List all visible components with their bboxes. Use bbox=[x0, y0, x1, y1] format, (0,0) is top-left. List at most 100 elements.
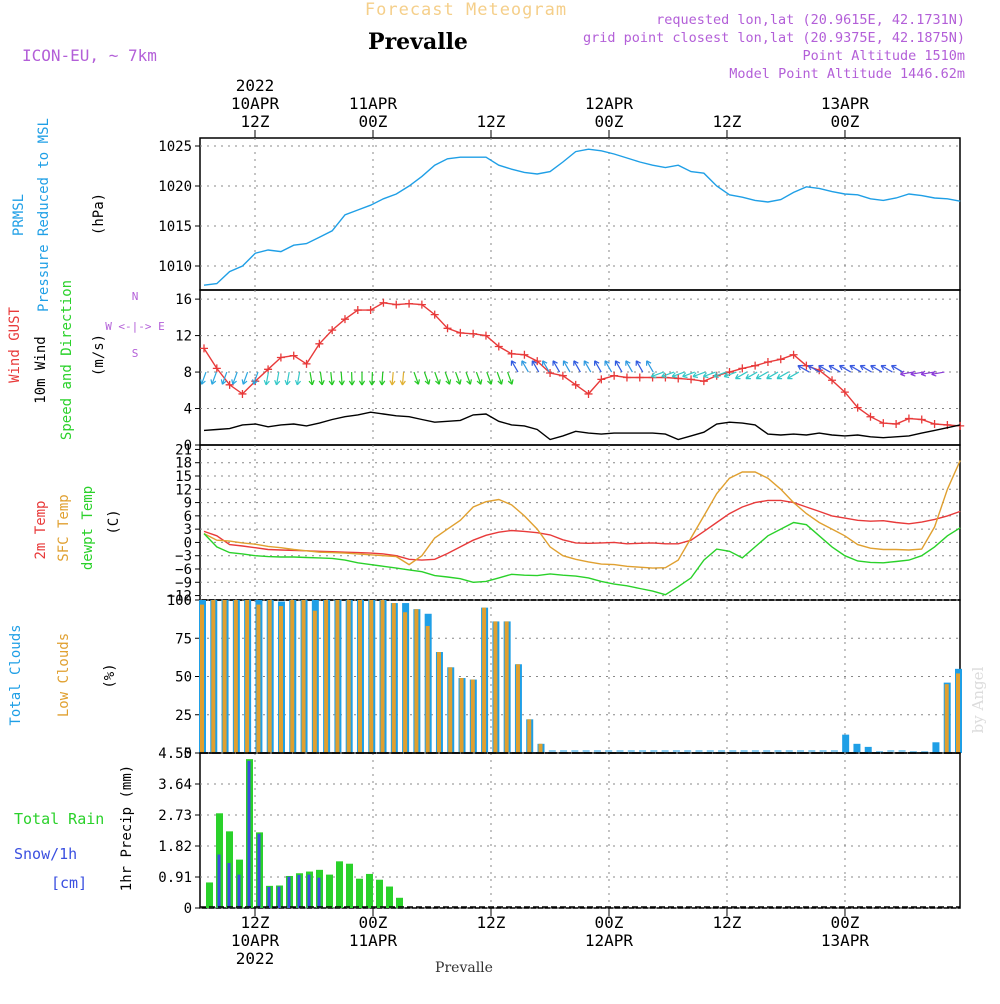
gridpoint-coords: grid point closest lon,lat (20.9375E, 42… bbox=[583, 30, 965, 46]
y-tick-label: 0.91 bbox=[158, 870, 192, 886]
compass-north-label: N bbox=[132, 290, 139, 303]
low-cloud-bar bbox=[403, 612, 407, 753]
total-cloud-bar bbox=[842, 735, 849, 753]
gust-marker bbox=[777, 355, 785, 363]
low-cloud-bar bbox=[302, 600, 306, 753]
snow-bar bbox=[318, 878, 321, 908]
rain-bar bbox=[206, 882, 213, 908]
top-time-label: 00Z bbox=[359, 112, 388, 131]
y-tick-label: 4.55 bbox=[158, 746, 192, 762]
bottom-time-label: 00Z bbox=[359, 913, 388, 932]
low-cloud-bar bbox=[527, 719, 531, 753]
compass-axis-label: W <-|-> E bbox=[105, 320, 165, 333]
low-cloud-bar bbox=[324, 600, 328, 753]
low-cloud-bar bbox=[956, 673, 960, 753]
top-time-label: 11APR bbox=[349, 94, 398, 113]
snow-bar bbox=[248, 761, 251, 908]
precip-frame bbox=[200, 753, 960, 908]
legend-snow-unit: [cm] bbox=[51, 874, 87, 892]
total-cloud-bar bbox=[865, 747, 872, 753]
low-cloud-bar bbox=[313, 611, 317, 753]
gust-marker bbox=[405, 300, 413, 308]
y-tick-label: 100 bbox=[167, 593, 192, 609]
low-cloud-bar bbox=[290, 600, 294, 753]
model-altitude: Model Point Altitude 1446.62m bbox=[729, 66, 965, 82]
snow-bar bbox=[308, 875, 311, 908]
panel-label-pressure: Pressure Reduced to MSL bbox=[36, 118, 52, 312]
low-cloud-bar bbox=[945, 684, 949, 753]
wind-frame bbox=[200, 290, 960, 445]
y-tick-label: 16 bbox=[175, 292, 192, 308]
legend-total-rain: Total Rain bbox=[14, 810, 104, 828]
low-cloud-bar bbox=[335, 600, 339, 753]
rain-bar bbox=[356, 879, 363, 908]
point-altitude: Point Altitude 1510m bbox=[802, 48, 965, 64]
footer-location: Prevalle bbox=[435, 960, 493, 976]
total-cloud-bar bbox=[932, 742, 939, 753]
panel-label-wind: 10m Wind bbox=[33, 336, 49, 403]
model-label: ICON-EU, ~ 7km bbox=[22, 46, 157, 65]
bottom-time-label: 12Z bbox=[477, 913, 506, 932]
snow-bar bbox=[238, 875, 241, 908]
bottom-time-label: 12Z bbox=[713, 913, 742, 932]
gust-marker bbox=[610, 372, 618, 380]
y-tick-label: 1025 bbox=[158, 139, 192, 155]
rain-bar bbox=[326, 875, 333, 908]
y-tick-label: 1010 bbox=[158, 259, 192, 275]
y-tick-label: 4 bbox=[184, 402, 192, 418]
gust-marker bbox=[636, 374, 644, 382]
low-cloud-bar bbox=[223, 600, 227, 753]
top-time-label: 00Z bbox=[595, 112, 624, 131]
rain-bar bbox=[376, 880, 383, 908]
gust-marker bbox=[303, 360, 311, 368]
gust-marker bbox=[508, 350, 516, 358]
panel-label-total-clouds: Total Clouds bbox=[8, 624, 24, 725]
snow-bar bbox=[298, 875, 301, 908]
low-cloud-bar bbox=[245, 600, 249, 753]
pressure-line bbox=[204, 149, 960, 285]
low-cloud-bar bbox=[539, 744, 543, 753]
y-tick-label: 2.73 bbox=[158, 808, 192, 824]
low-cloud-bar bbox=[392, 603, 396, 753]
y-tick-label: 12 bbox=[175, 329, 192, 345]
low-cloud-bar bbox=[347, 600, 351, 753]
top-time-label: 12Z bbox=[713, 112, 742, 131]
gust-line bbox=[204, 303, 960, 426]
panel-label-dewpt: dewpt Temp bbox=[80, 486, 96, 570]
y-tick-label: 75 bbox=[175, 631, 192, 647]
low-cloud-bar bbox=[200, 605, 204, 753]
gust-marker bbox=[738, 364, 746, 372]
low-cloud-bar bbox=[426, 626, 430, 753]
low-cloud-bar bbox=[437, 652, 441, 753]
y-tick-label: 3.64 bbox=[158, 777, 192, 793]
sfc-line bbox=[204, 461, 960, 569]
top-time-label: 13APR bbox=[821, 94, 870, 113]
panel-label-percent: (%) bbox=[102, 663, 118, 688]
bottom-time-label: 12APR bbox=[585, 931, 634, 950]
low-cloud-bar bbox=[471, 680, 475, 753]
low-cloud-bar bbox=[268, 600, 272, 753]
compass-south-label: S bbox=[132, 347, 139, 360]
snow-bar bbox=[278, 887, 281, 908]
panel-label-sfc: SFC Temp bbox=[56, 494, 72, 561]
low-cloud-bar bbox=[234, 600, 238, 753]
low-cloud-bar bbox=[358, 600, 362, 753]
panel-label-low-clouds: Low Clouds bbox=[56, 633, 72, 717]
gust-marker bbox=[290, 352, 298, 360]
bottom-time-label: 2022 bbox=[236, 949, 275, 968]
top-time-label: 2022 bbox=[236, 76, 275, 95]
low-cloud-bar bbox=[381, 600, 385, 753]
low-cloud-bar bbox=[505, 621, 509, 753]
bottom-time-label: 13APR bbox=[821, 931, 870, 950]
low-cloud-bar bbox=[460, 678, 464, 753]
pressure-frame bbox=[200, 138, 960, 290]
temp2m-line bbox=[204, 500, 960, 560]
panel-label-c: (C) bbox=[106, 509, 122, 534]
gust-marker bbox=[379, 299, 387, 307]
y-tick-label: 50 bbox=[175, 670, 192, 686]
gust-marker bbox=[892, 420, 900, 428]
panel-label-prmsl: PRMSL bbox=[11, 194, 27, 236]
